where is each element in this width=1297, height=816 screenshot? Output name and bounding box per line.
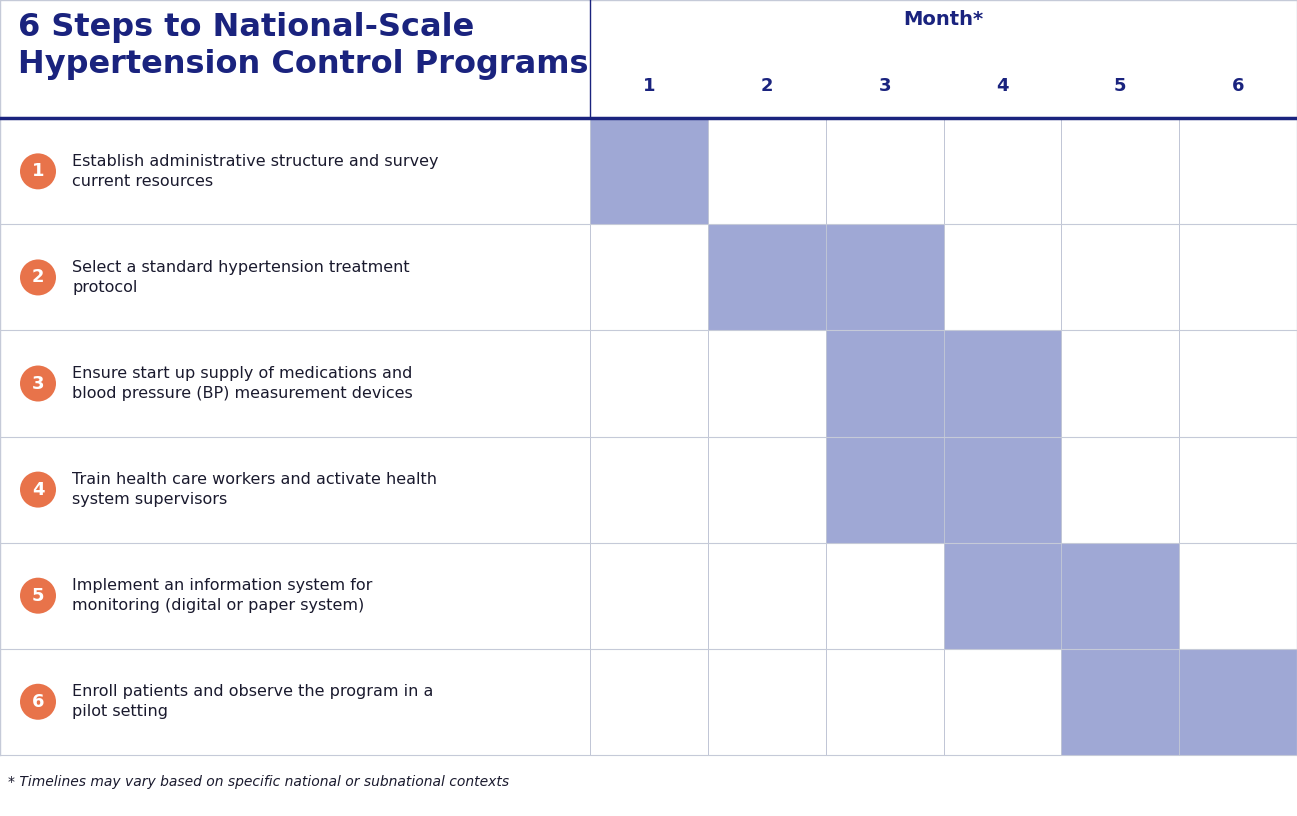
Bar (1179, 649, 1297, 755)
Text: Ensure start up supply of medications and
blood pressure (BP) measurement device: Ensure start up supply of medications an… (73, 366, 412, 401)
Text: 2: 2 (31, 268, 44, 286)
Text: 6 Steps to National-Scale
Hypertension Control Programs: 6 Steps to National-Scale Hypertension C… (18, 12, 589, 80)
Bar (590, 118, 708, 224)
Text: 6: 6 (1232, 78, 1244, 95)
Bar (826, 224, 943, 330)
Text: 3: 3 (31, 375, 44, 392)
Text: 5: 5 (31, 587, 44, 605)
Circle shape (19, 153, 56, 189)
Text: 2: 2 (760, 78, 773, 95)
Text: Establish administrative structure and survey
current resources: Establish administrative structure and s… (73, 154, 438, 188)
Bar (826, 437, 943, 543)
Circle shape (19, 684, 56, 720)
Circle shape (19, 472, 56, 508)
Bar (708, 224, 826, 330)
Bar (943, 543, 1061, 649)
Text: Enroll patients and observe the program in a
pilot setting: Enroll patients and observe the program … (73, 685, 433, 719)
Text: 4: 4 (996, 78, 1009, 95)
Text: 4: 4 (31, 481, 44, 499)
Text: Train health care workers and activate health
system supervisors: Train health care workers and activate h… (73, 472, 437, 507)
Text: 3: 3 (878, 78, 891, 95)
Text: Select a standard hypertension treatment
protocol: Select a standard hypertension treatment… (73, 260, 410, 295)
Bar (943, 330, 1061, 437)
Text: * Timelines may vary based on specific national or subnational contexts: * Timelines may vary based on specific n… (8, 775, 510, 789)
Bar (1061, 543, 1179, 649)
Bar (1061, 649, 1179, 755)
Circle shape (19, 366, 56, 401)
Text: 1: 1 (31, 162, 44, 180)
Text: 5: 5 (1114, 78, 1127, 95)
Bar (943, 437, 1061, 543)
Bar (826, 330, 943, 437)
Circle shape (19, 578, 56, 614)
Text: Month*: Month* (904, 10, 983, 29)
Text: 1: 1 (643, 78, 655, 95)
Circle shape (19, 259, 56, 295)
Text: 6: 6 (31, 693, 44, 711)
Text: Implement an information system for
monitoring (digital or paper system): Implement an information system for moni… (73, 579, 372, 613)
